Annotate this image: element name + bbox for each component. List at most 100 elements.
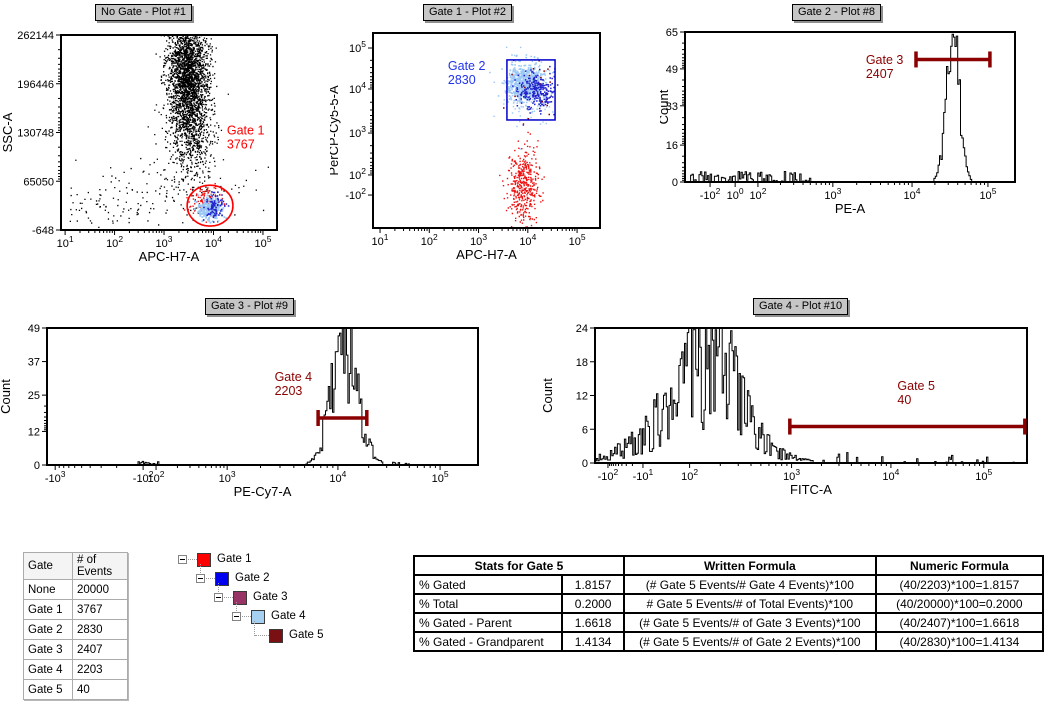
gate-name-cell: Gate 2 (23, 619, 73, 640)
tree-expander-minus[interactable] (196, 574, 205, 583)
axis-tick-label: -102 (345, 186, 366, 202)
axis-tick-label: 103 (156, 234, 173, 250)
axis-tick-label: 33 (666, 101, 678, 113)
tree-node-label[interactable]: Gate 4 (271, 610, 306, 622)
plot-frame (46, 327, 479, 466)
tree-node-label[interactable]: Gate 3 (253, 591, 288, 603)
scatter-plot-no-gate[interactable]: 101 102 103 104 105 262144 196446 130748 65050 -6… (0, 24, 330, 276)
stats-table-row: % Total 0.2000 # Gate 5 Events/# of Total … (412, 593, 1044, 614)
histogram-plot-gate-4[interactable]: -102 -101 102 103 104 105 24 18 12 6 0 FITC-A Count G… (540, 318, 1044, 508)
gate-interval-gate-4[interactable] (316, 410, 369, 427)
axis-tick-label: 101 (372, 232, 389, 248)
event-count-cell: 20000 (72, 579, 128, 600)
stat-value-cell: 1.8157 (561, 574, 625, 595)
axis-tick-label: -102 (598, 467, 619, 483)
tree-node-label[interactable]: Gate 1 (217, 553, 252, 565)
plot-title-gate-4-plot-10[interactable]: Gate 4 - Plot #10 (753, 298, 849, 315)
events-table-row: None 20000 (23, 579, 128, 600)
axis-tick-label: 105 (975, 467, 992, 483)
axis-tick-label: 0 (34, 460, 40, 472)
plot-title-gate-1-plot-2[interactable]: Gate 1 - Plot #2 (423, 4, 513, 21)
event-count-cell: 40 (72, 679, 128, 700)
tree-expander-minus[interactable] (178, 555, 187, 564)
histogram-plot-gate-2[interactable]: -102 100 102 103 104 105 65 49 33 16 0 PE-A Count Gat… (660, 24, 1044, 220)
axis-tick-label: 104 (904, 186, 921, 202)
stats-table-row: % Gated 1.8157 (# Gate 5 Events/# Gate 4 E… (412, 574, 1044, 595)
x-axis-title: FITC-A (790, 482, 832, 497)
cluster-gate2-lightblue (489, 54, 551, 113)
stats-table-row: % Gated - Grandparent 1.4134 (# Gate 5 Eve… (412, 631, 1044, 652)
plot-title-gate-3-plot-9[interactable]: Gate 3 - Plot #9 (205, 298, 295, 315)
cluster-gate3-darkblue (512, 59, 559, 126)
axis-tick-label: 102 (106, 234, 123, 250)
plot-data (69, 36, 269, 228)
axis-tick-label: 24 (576, 323, 588, 335)
tree-expander-minus[interactable] (232, 612, 241, 621)
gate-ellipse-gate-1[interactable] (186, 184, 234, 227)
cluster-non-gate2-red (499, 123, 545, 227)
plot-title-gate-2-plot-8[interactable]: Gate 2 - Plot #8 (792, 4, 882, 21)
axis-tick-label: 100 (727, 186, 744, 202)
gate-interval-gate-3[interactable] (914, 51, 992, 68)
scatter-plot-gate-1[interactable]: 101 102 103 104 105 105 104 103 102 -102 APC-H7-A P… (330, 24, 622, 276)
gate-color-swatch-5[interactable] (269, 629, 283, 643)
gate-color-swatch-4[interactable] (251, 610, 265, 624)
tree-connector (254, 621, 256, 636)
event-count-cell: 2830 (72, 619, 128, 640)
axis-tick-label: 37 (28, 357, 40, 369)
gate-color-swatch-2[interactable] (215, 572, 229, 586)
stat-value-cell: 1.6618 (561, 612, 625, 633)
gate-label: 3767 (227, 137, 255, 151)
gate-name-cell: Gate 1 (23, 599, 73, 620)
axis-tick-label: 104 (205, 234, 222, 250)
minus-icon (216, 597, 221, 598)
axis-tick-label: 103 (470, 232, 487, 248)
gate-5-stats-table: Stats for Gate 5 Written Formula Numeric F… (412, 555, 1044, 652)
gate-label: Gate 4 (275, 370, 313, 384)
axis-tick-label: -102 (133, 469, 154, 485)
events-table-row: Gate 3 2407 (23, 639, 128, 660)
gate-hierarchy-tree: Gate 1 Gate 2 Gate 3 Gate 4 Gate 5 (178, 552, 368, 652)
axis-tick-label: -103 (45, 469, 66, 485)
stats-header-written-formula: Written Formula (622, 555, 877, 576)
axis-tick-label: 104 (882, 467, 899, 483)
gate-color-swatch-1[interactable] (197, 553, 211, 567)
numeric-formula-cell: (40/20000)*100=0.2000 (874, 593, 1044, 614)
axis-tick-label: 102 (148, 469, 165, 485)
events-table-row: Gate 1 3767 (23, 599, 128, 620)
numeric-formula-cell: (40/2203)*100=1.8157 (874, 574, 1044, 595)
tree-connector (183, 559, 197, 561)
numeric-formula-cell: (40/2407)*100=1.6618 (874, 612, 1044, 633)
tree-connector (255, 635, 269, 637)
axis-tick-label: 102 (421, 232, 438, 248)
written-formula-cell: (# Gate 5 Events/# of Gate 2 Events)*100 (622, 631, 877, 652)
axis-tick-label: 103 (219, 469, 236, 485)
axis-tick-label: 65050 (23, 176, 54, 188)
gate-rect-gate-2[interactable] (506, 59, 556, 121)
gate-label: Gate 5 (897, 379, 935, 393)
axis-tick-label: 103 (783, 467, 800, 483)
axis-tick-label: -102 (700, 186, 721, 202)
gate-interval-gate-5[interactable] (788, 418, 1027, 435)
plot-title-no-gate-plot-1[interactable]: No Gate - Plot #1 (95, 4, 192, 21)
events-table-row: Gate 5 40 (23, 679, 128, 700)
gate-label: Gate 1 (227, 123, 265, 137)
histogram-trace (596, 329, 1015, 462)
tree-expander-minus[interactable] (214, 593, 223, 602)
minus-icon (234, 616, 239, 617)
tree-node-label[interactable]: Gate 5 (289, 629, 324, 641)
stats-header-title: Stats for Gate 5 (413, 555, 625, 576)
cluster-debris-left (69, 187, 168, 228)
gate-name-cell: Gate 3 (23, 639, 73, 660)
axis-tick-label: 25 (28, 390, 40, 402)
event-count-cell: 2203 (72, 659, 128, 680)
axis-tick-label: 104 (349, 80, 366, 96)
tree-node-label[interactable]: Gate 2 (235, 572, 270, 584)
gate-color-swatch-3[interactable] (233, 591, 247, 605)
event-count-cell: 2407 (72, 639, 128, 660)
x-axis-title: PE-A (835, 201, 866, 216)
y-axis-title: SSC-A (0, 112, 15, 152)
axis-tick-label: -648 (32, 225, 54, 237)
axis-tick-label: 105 (432, 469, 449, 485)
